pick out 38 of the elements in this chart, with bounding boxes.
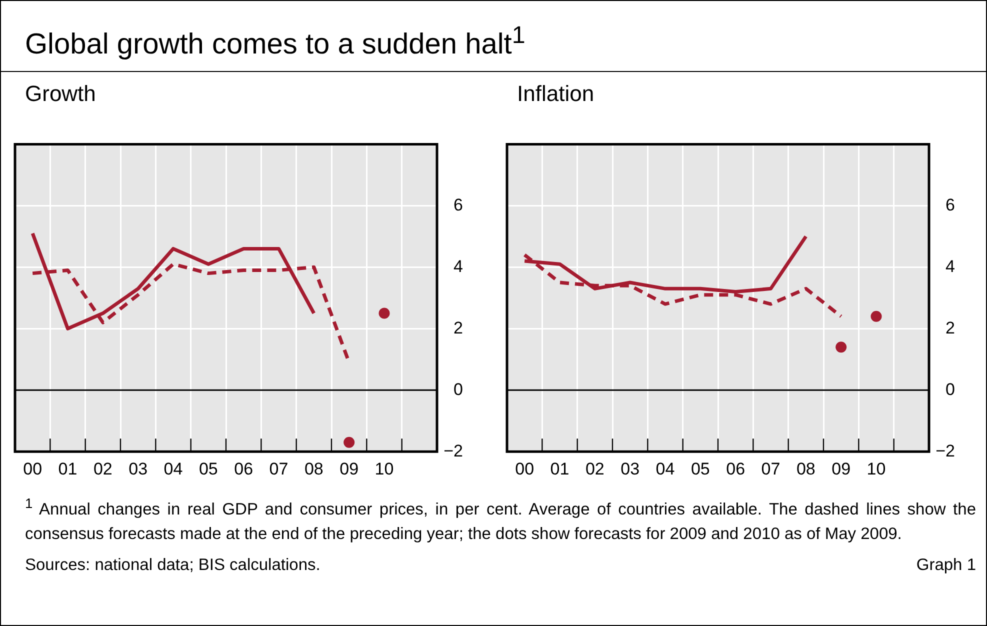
y-tick-label: 4 bbox=[454, 256, 463, 276]
caption: Graph 1 bbox=[916, 556, 976, 574]
y-tick-label: 0 bbox=[454, 380, 463, 399]
y-tick-label: 0 bbox=[946, 380, 955, 399]
x-tick-label: 07 bbox=[269, 459, 288, 478]
y-tick-label: 2 bbox=[946, 318, 955, 338]
x-tick-label: 01 bbox=[58, 459, 78, 478]
x-tick-label: 05 bbox=[198, 459, 218, 478]
text: $^{1}$ Annual changes in real GDP and consumer prices, in per cent. Average of countries available. The dashed lines show the consensus forecasts made at the end of the preceding year; the dots show forecasts for 2009 and 2010 as of May 2009. bbox=[24, 495, 977, 544]
x-tick-label: 09 bbox=[832, 459, 851, 478]
chart-subtitle: Growth bbox=[24, 80, 97, 108]
y-tick-label: −2 bbox=[936, 441, 955, 460]
x-tick-label: 06 bbox=[726, 459, 746, 478]
x-tick-label: 09 bbox=[340, 459, 359, 478]
x-tick-label: 06 bbox=[234, 459, 254, 478]
chart-subtitle: Inflation bbox=[516, 80, 596, 108]
x-tick-label: 02 bbox=[585, 459, 604, 478]
y-tick-label: 4 bbox=[946, 256, 955, 276]
x-tick-label: 08 bbox=[796, 459, 816, 478]
y-tick-label: −2 bbox=[444, 441, 463, 460]
x-tick-label: 00 bbox=[23, 459, 42, 478]
y-tick-label: 2 bbox=[454, 318, 463, 338]
x-tick-label: 04 bbox=[164, 459, 183, 478]
x-tick-label: 00 bbox=[515, 459, 534, 478]
source-note: Sources: national data; BIS calculations. bbox=[25, 556, 320, 574]
x-tick-label: 07 bbox=[761, 459, 780, 478]
x-tick-label: 08 bbox=[304, 459, 324, 478]
y-tick-label: 6 bbox=[454, 195, 463, 214]
x-tick-label: 03 bbox=[620, 459, 640, 478]
x-tick-label: 10 bbox=[866, 459, 886, 478]
x-tick-label: 01 bbox=[550, 459, 570, 478]
x-tick-label: 05 bbox=[690, 459, 710, 478]
chart-title: Global growth comes to a sudden halt$^{1}$ bbox=[1, 1, 986, 72]
x-tick-label: 10 bbox=[374, 459, 394, 478]
x-tick-label: 03 bbox=[128, 459, 148, 478]
x-tick-label: 04 bbox=[656, 459, 675, 478]
y-tick-label: 6 bbox=[946, 195, 955, 214]
x-tick-label: 02 bbox=[93, 459, 112, 478]
